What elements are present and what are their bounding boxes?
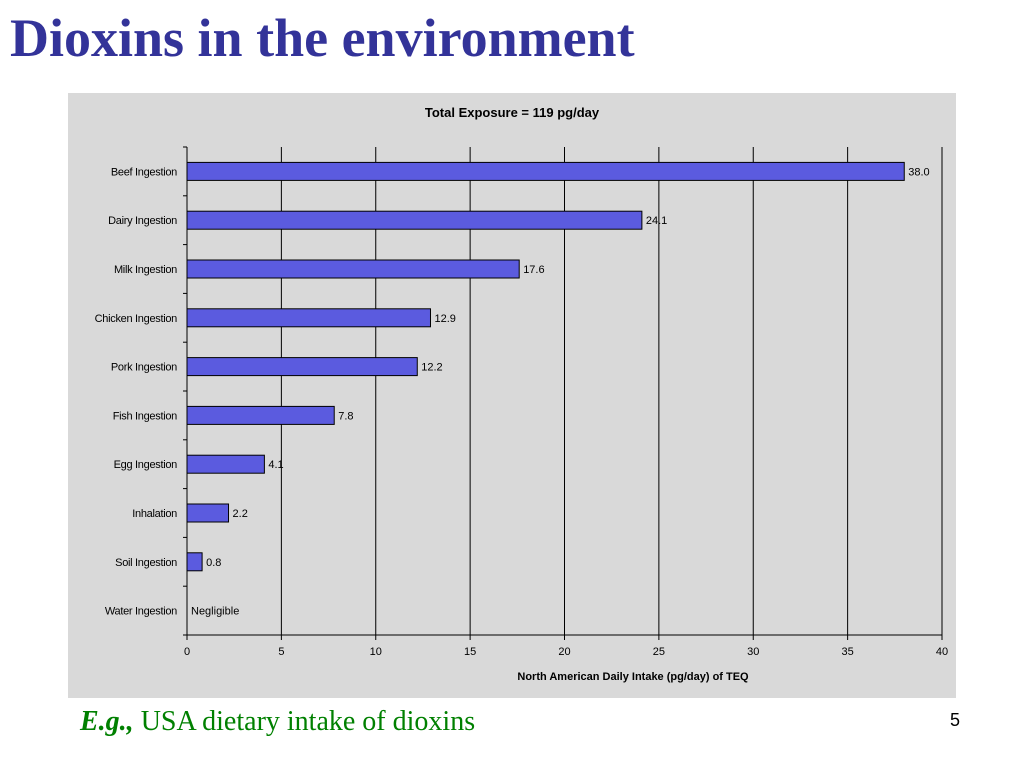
bar — [186, 357, 418, 377]
category-label: Soil Ingestion — [115, 557, 177, 569]
data-label: Negligible — [191, 606, 239, 618]
x-tick-label: 35 — [842, 646, 854, 658]
chart-panel: Total Exposure = 119 pg/day 0 5 10 15 20 25 30… — [68, 93, 956, 698]
bar-chart: Total Exposure = 119 pg/day 0 5 10 15 20 25 30… — [95, 105, 948, 683]
category-label: Chicken Ingestion — [95, 313, 178, 325]
x-axis-title: North American Daily Intake (pg/day) of … — [517, 671, 749, 683]
category-label: Milk Ingestion — [114, 264, 177, 276]
category-label: Water Ingestion — [105, 606, 177, 618]
data-label: 17.6 — [523, 264, 544, 276]
bar — [186, 161, 905, 181]
axes — [183, 146, 943, 640]
x-tick-label: 0 — [184, 646, 190, 658]
bar — [186, 259, 520, 279]
category-label: Egg Ingestion — [114, 459, 178, 471]
category-label: Beef Ingestion — [111, 166, 177, 178]
bar — [186, 210, 643, 230]
labels: 0 5 10 15 20 25 30 35 40 Beef Ingestion 38.0 Dairy … — [95, 166, 948, 658]
category-label: Inhalation — [132, 508, 177, 520]
data-label: 12.9 — [434, 313, 455, 325]
bar — [186, 503, 230, 523]
data-label: 24.1 — [646, 215, 667, 227]
data-label: 12.2 — [421, 362, 442, 374]
x-tick-label: 15 — [464, 646, 476, 658]
bar — [186, 454, 265, 474]
caption-text: USA dietary intake of dioxins — [140, 706, 476, 737]
data-label: 7.8 — [338, 410, 353, 422]
category-label: Dairy Ingestion — [108, 215, 177, 227]
x-tick-label: 25 — [653, 646, 665, 658]
x-tick-label: 20 — [558, 646, 570, 658]
x-tick-label: 30 — [747, 646, 759, 658]
bars — [186, 161, 905, 572]
bar — [186, 308, 431, 328]
caption-prefix: E.g., — [80, 706, 134, 737]
x-tick-label: 10 — [370, 646, 382, 658]
category-label: Pork Ingestion — [111, 362, 177, 374]
data-label: 0.8 — [206, 557, 221, 569]
slide-title: Dioxins in the environment — [10, 8, 635, 68]
x-tick-label: 5 — [278, 646, 284, 658]
data-label: 38.0 — [908, 166, 929, 178]
x-tick-label: 40 — [936, 646, 948, 658]
data-label: 4.1 — [268, 459, 283, 471]
chart-title: Total Exposure = 119 pg/day — [425, 105, 600, 120]
data-label: 2.2 — [233, 508, 248, 520]
bar — [186, 405, 335, 425]
page-number: 5 — [950, 710, 961, 730]
bar — [186, 552, 203, 572]
category-label: Fish Ingestion — [113, 410, 177, 422]
slide-caption: E.g., USA dietary intake of dioxins — [80, 706, 475, 738]
